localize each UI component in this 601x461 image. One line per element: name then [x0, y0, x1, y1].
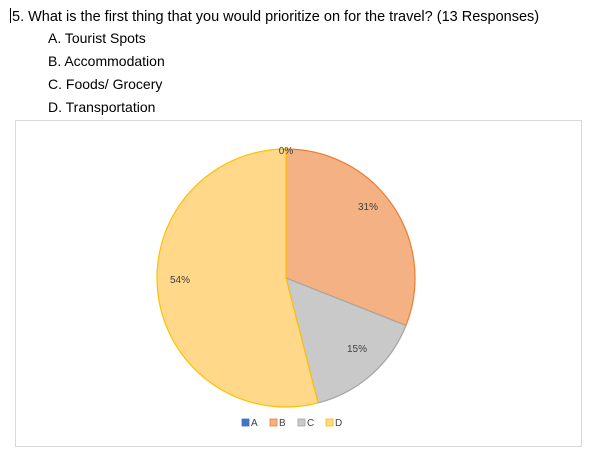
slice-label-c: 15%	[347, 344, 367, 355]
pie-slice-c	[285, 277, 407, 404]
pie-slices	[156, 148, 416, 408]
question-text: 5. What is the first thing that you woul…	[10, 8, 539, 25]
pie-labels: 0% 31% 15% 54%	[170, 146, 378, 355]
text-cursor	[10, 8, 11, 23]
pie-slice-b	[285, 148, 416, 327]
option-c: C. Foods/ Grocery	[48, 76, 163, 92]
slice-label-b: 31%	[358, 202, 378, 213]
question-label: 5. What is the first thing that you woul…	[12, 9, 540, 25]
chart-legend: A B C D	[241, 418, 342, 429]
option-a: A. Tourist Spots	[48, 30, 146, 46]
option-b: B. Accommodation	[48, 53, 165, 69]
legend-label-a: A	[251, 418, 258, 429]
legend-label-b: B	[279, 418, 286, 429]
pie-chart-frame: 0% 31% 15% 54% A B C D	[15, 120, 582, 447]
legend-label-d: D	[335, 418, 342, 429]
answer-options: A. Tourist Spots B. Accommodation C. Foo…	[48, 30, 165, 122]
legend-swatch-d	[325, 418, 334, 427]
legend-label-c: C	[307, 418, 314, 429]
legend-swatch-c	[297, 418, 306, 427]
pie-slice-d	[156, 148, 319, 408]
slice-label-a: 0%	[279, 146, 294, 157]
slice-label-d: 54%	[170, 275, 190, 286]
pie-chart: 0% 31% 15% 54% A B C D	[156, 146, 416, 429]
option-d: D. Transportation	[48, 99, 156, 115]
legend-swatch-b	[269, 418, 278, 427]
legend-swatch-a	[241, 418, 250, 427]
